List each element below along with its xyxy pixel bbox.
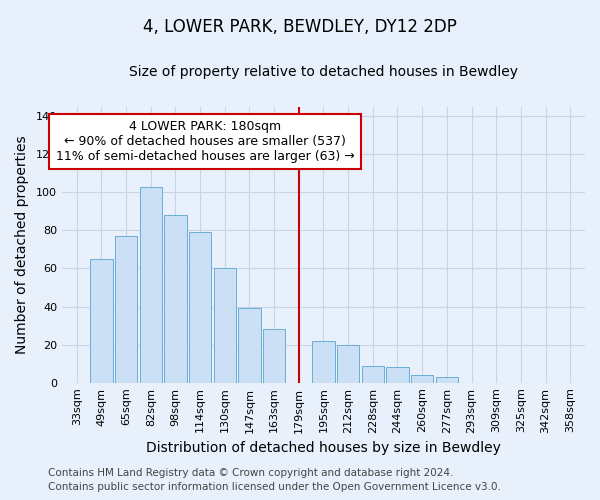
X-axis label: Distribution of detached houses by size in Bewdley: Distribution of detached houses by size … (146, 441, 501, 455)
Bar (214, 268, 236, 382)
Bar (386, 368, 409, 382)
Bar (436, 377, 458, 382)
Bar (411, 375, 433, 382)
Text: Contains HM Land Registry data © Crown copyright and database right 2024.
Contai: Contains HM Land Registry data © Crown c… (48, 468, 501, 492)
Title: Size of property relative to detached houses in Bewdley: Size of property relative to detached ho… (129, 65, 518, 79)
Bar (140, 186, 162, 382)
Bar (313, 341, 335, 382)
Bar (115, 236, 137, 382)
Bar (189, 232, 211, 382)
Bar (91, 259, 113, 382)
Text: 4, LOWER PARK, BEWDLEY, DY12 2DP: 4, LOWER PARK, BEWDLEY, DY12 2DP (143, 18, 457, 36)
Text: 4 LOWER PARK: 180sqm
← 90% of detached houses are smaller (537)
11% of semi-deta: 4 LOWER PARK: 180sqm ← 90% of detached h… (56, 120, 355, 163)
Bar (362, 366, 384, 382)
Bar (238, 308, 260, 382)
Y-axis label: Number of detached properties: Number of detached properties (15, 136, 29, 354)
Bar (164, 215, 187, 382)
Bar (263, 330, 285, 382)
Bar (337, 344, 359, 383)
